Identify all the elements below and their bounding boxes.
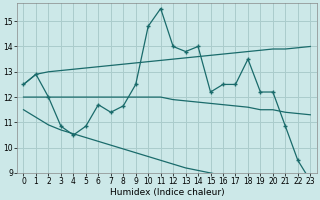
X-axis label: Humidex (Indice chaleur): Humidex (Indice chaleur) — [109, 188, 224, 197]
